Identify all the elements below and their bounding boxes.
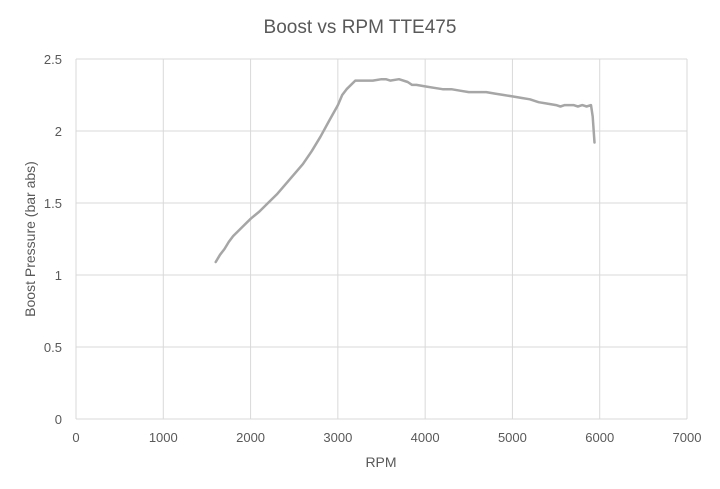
y-axis-title: Boost Pressure (bar abs)	[22, 161, 38, 317]
x-axis-title: RPM	[365, 454, 396, 470]
x-tick-label: 0	[72, 430, 79, 445]
y-tick-label: 2.5	[44, 52, 62, 67]
x-tick-label: 4000	[411, 430, 440, 445]
tick-labels: 0 1000 2000 3000 4000 5000 6000 7000 0 0.5 1 1.5 2 2.…	[44, 52, 702, 445]
x-tick-label: 3000	[323, 430, 352, 445]
x-tick-label: 2000	[236, 430, 265, 445]
y-tick-label: 1.5	[44, 196, 62, 211]
y-tick-label: 1	[55, 268, 62, 283]
x-tick-label: 6000	[585, 430, 614, 445]
y-tick-label: 2	[55, 124, 62, 139]
series-layer	[214, 77, 596, 264]
x-tick-label: 1000	[149, 430, 178, 445]
grid-lines	[76, 58, 688, 419]
x-tick-label: 7000	[673, 430, 702, 445]
axes	[75, 59, 687, 420]
chart-title: Boost vs RPM TTE475	[264, 17, 457, 38]
y-tick-label: 0	[55, 412, 62, 427]
x-tick-label: 5000	[498, 430, 527, 445]
y-tick-label: 0.5	[44, 340, 62, 355]
series-line	[214, 77, 596, 264]
